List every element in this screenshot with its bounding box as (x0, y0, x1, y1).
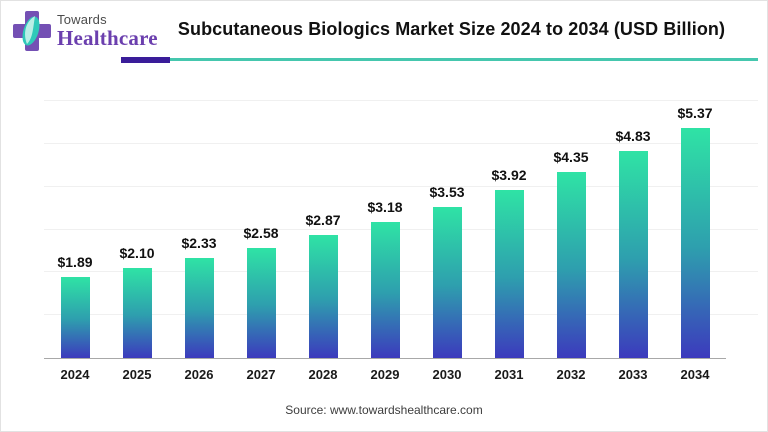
brand-name-top: Towards (57, 12, 107, 27)
bar (184, 258, 214, 358)
gridline (44, 314, 758, 316)
gridline (44, 228, 758, 230)
bar (246, 247, 276, 358)
bar-column-2034: $5.37 (664, 101, 726, 358)
bar-column-2031: $3.92 (478, 101, 540, 358)
x-axis-labels: 2024 2025 2026 2027 2028 2029 2030 2031 2032 2033… (44, 367, 726, 382)
x-tick-label: 2033 (618, 367, 648, 382)
x-axis-line (44, 358, 726, 359)
bar-value-label: $2.33 (181, 235, 217, 252)
bar-value-label: $4.35 (553, 148, 589, 165)
bar (432, 206, 462, 358)
x-tick-label: 2025 (122, 367, 152, 382)
bar-column-2030: $3.53 (416, 101, 478, 358)
bar (618, 151, 648, 358)
title-underline-teal (170, 58, 758, 61)
bar-column-2026: $2.33 (168, 101, 230, 358)
bar-value-label: $4.83 (615, 128, 651, 145)
bar-column-2024: $1.89 (44, 101, 106, 358)
bar-column-2032: $4.35 (540, 101, 602, 358)
gridline (44, 185, 758, 187)
bar-series: $1.89 $2.10 $2.33 $2.58 $2.87 $3.18 $3.53 $3.92… (44, 101, 726, 358)
bar (308, 235, 338, 358)
bar-value-label: $2.87 (305, 212, 341, 229)
healthcare-cross-leaf-icon (13, 11, 51, 51)
x-tick-label: 2026 (184, 367, 214, 382)
bar-column-2027: $2.58 (230, 101, 292, 358)
bar (680, 128, 710, 358)
bar-value-label: $2.10 (119, 245, 155, 262)
bar-value-label: $5.37 (677, 105, 713, 121)
x-tick-label: 2030 (432, 367, 462, 382)
bar-value-label: $2.58 (243, 224, 279, 241)
bar-value-label: $3.92 (491, 167, 527, 184)
bar (370, 221, 400, 358)
title-underline-purple (121, 57, 170, 63)
plot-area: $1.89 $2.10 $2.33 $2.58 $2.87 $3.18 $3.53 $3.92… (44, 100, 758, 358)
bar-column-2033: $4.83 (602, 101, 664, 358)
page-title: Subcutaneous Biologics Market Size 2024 … (177, 19, 726, 39)
bar-value-label: $3.53 (429, 183, 465, 200)
bar (122, 268, 152, 358)
bar-column-2025: $2.10 (106, 101, 168, 358)
brand-logo: Towards Healthcare (13, 10, 158, 52)
x-tick-label: 2032 (556, 367, 586, 382)
bar (556, 171, 586, 358)
x-tick-label: 2031 (494, 367, 524, 382)
bar (60, 277, 90, 358)
brand-name-bottom: Healthcare (57, 26, 158, 50)
x-tick-label: 2028 (308, 367, 338, 382)
bar (494, 190, 524, 358)
bar-value-label: $3.18 (367, 198, 403, 215)
bar-column-2028: $2.87 (292, 101, 354, 358)
bar-value-label: $1.89 (57, 254, 93, 271)
gridline (44, 100, 758, 101)
gridline (44, 142, 758, 144)
x-tick-label: 2024 (60, 367, 90, 382)
gridline (44, 271, 758, 273)
bar-column-2029: $3.18 (354, 101, 416, 358)
x-tick-label: 2034 (680, 367, 710, 382)
source-note: Source: www.towardshealthcare.com (285, 403, 483, 417)
x-tick-label: 2029 (370, 367, 400, 382)
x-tick-label: 2027 (246, 367, 276, 382)
